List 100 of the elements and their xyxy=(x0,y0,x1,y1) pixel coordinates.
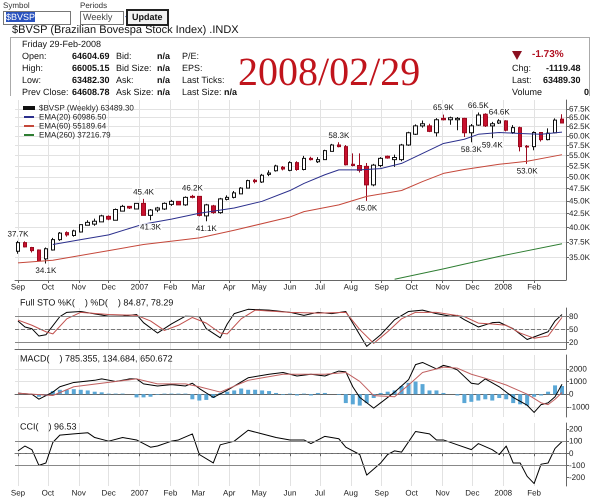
text: 64604.69 xyxy=(72,51,110,62)
y-tick-label: 50 xyxy=(569,325,578,334)
text: n/a xyxy=(157,87,170,98)
text: Last: xyxy=(512,75,532,86)
annotation: 34.1K xyxy=(35,266,58,276)
annotation: 37.7K xyxy=(8,229,30,238)
x-tick-label: Oct xyxy=(405,488,419,498)
text: Friday 29-Feb-2008 xyxy=(22,39,102,50)
text: Last Size: xyxy=(182,87,222,98)
x-tick-label: Feb xyxy=(527,282,542,292)
text: Weekly xyxy=(80,11,124,25)
y-tick-label: 100 xyxy=(569,436,583,446)
x-tick-label: Sep xyxy=(10,488,26,498)
text: Ask Size: xyxy=(116,87,154,98)
x-tick-label: Sep xyxy=(374,488,390,498)
chart-title: CCI( ) 96.53 xyxy=(20,422,77,432)
x-tick-label: Oct xyxy=(42,282,55,292)
x-tick-label: Sep xyxy=(10,282,26,292)
chart-title: Full STO %K( ) %D( ) 84.87, 78.29 xyxy=(20,298,174,308)
text: Low: xyxy=(22,75,42,86)
x-tick-label: Jun xyxy=(284,488,296,498)
y-tick-label: 37.5K xyxy=(569,238,591,247)
text: n/a xyxy=(157,51,170,62)
x-tick-label: Oct xyxy=(42,488,55,498)
legend-label: EMA(60) 55189.64 xyxy=(39,122,107,130)
annotation: 58.3K xyxy=(328,130,350,140)
x-tick-label: Feb xyxy=(164,282,178,292)
x-tick-label: Dec xyxy=(465,488,480,498)
text: n/a xyxy=(157,63,170,74)
text: P/E: xyxy=(182,51,200,62)
y-tick-label: 35.0K xyxy=(569,253,591,262)
x-tick-label: Dec xyxy=(102,282,116,292)
x-tick-label: Aug xyxy=(344,488,358,498)
text: Prev Close: xyxy=(22,87,69,98)
x-tick-label: Mar xyxy=(191,488,206,498)
annotation: 64.6K xyxy=(488,108,510,117)
y-tick-label: 60.0K xyxy=(569,131,591,140)
text: 2008/02/29 xyxy=(238,49,420,94)
text: Update xyxy=(132,12,163,22)
x-tick-label: 2007 xyxy=(130,488,149,498)
text: Periods xyxy=(80,0,108,11)
y-tick-label: 52.5K xyxy=(569,161,591,170)
annotation: 46.2K xyxy=(182,183,204,192)
legend-label: EMA(260) 37216.79 xyxy=(39,130,112,140)
annotation: 58.3K xyxy=(460,144,482,154)
x-tick-label: 2008 xyxy=(494,282,513,292)
legend-label: EMA(20) 60986.50 xyxy=(39,112,107,122)
y-tick-label: 62.5K xyxy=(569,122,591,132)
text: 63489.30 xyxy=(543,75,581,86)
text: Volume xyxy=(512,87,542,98)
text: -1119.48 xyxy=(546,63,581,74)
x-tick-label: Dec xyxy=(465,282,480,292)
y-tick-label: 55.0K xyxy=(569,150,591,160)
text: Chg: xyxy=(512,63,532,74)
y-tick-label: 200 xyxy=(569,424,583,434)
y-tick-label: 47.5K xyxy=(569,184,591,194)
y-tick-label: 2000 xyxy=(569,364,588,374)
annotation: 53.0K xyxy=(516,166,538,176)
x-tick-label: Nov xyxy=(435,282,450,292)
x-tick-label: Jul xyxy=(314,282,326,292)
annotation: 41.3K xyxy=(140,222,162,232)
x-tick-label: Feb xyxy=(527,488,542,498)
x-tick-label: Apr xyxy=(222,488,236,498)
y-tick-label: 0 xyxy=(569,448,574,458)
text: $BVSP xyxy=(6,12,36,22)
x-tick-label: Nov xyxy=(435,488,450,498)
y-tick-label: 67.5K xyxy=(569,104,591,114)
text: -1.73% xyxy=(532,49,564,60)
annotation: 45.4K xyxy=(133,187,155,196)
x-tick-label: Apr xyxy=(222,282,236,292)
x-tick-label: May xyxy=(252,488,267,498)
x-tick-label: 2007 xyxy=(130,282,149,292)
chart-title: $BVSP (Brazilian Bovespa Stock Index) .INDX xyxy=(12,24,239,36)
x-tick-label: Feb xyxy=(164,488,178,498)
y-tick-label: 80 xyxy=(569,312,578,322)
chart-title: MACD( ) 785.355, 134.684, 650.672 xyxy=(20,354,173,364)
text: Symbol xyxy=(3,0,30,11)
y-tick-label: -1000 xyxy=(569,402,590,412)
x-tick-label: May xyxy=(252,282,267,292)
text: 63482.30 xyxy=(72,75,110,86)
y-tick-label: 1000 xyxy=(569,377,588,386)
text: Last Ticks: xyxy=(182,75,225,86)
y-tick-label: 65.0K xyxy=(569,113,591,122)
y-tick-label: -200 xyxy=(569,473,586,482)
text: n/a xyxy=(157,75,170,86)
x-tick-label: Nov xyxy=(72,488,86,498)
annotation: 45.0K xyxy=(356,203,378,212)
text: 66005.15 xyxy=(72,63,110,74)
x-tick-label: Sep xyxy=(374,282,390,292)
x-tick-label: Jul xyxy=(314,488,326,498)
x-tick-label: Oct xyxy=(405,282,419,292)
text: Open: xyxy=(22,51,47,62)
annotation: 59.4K xyxy=(482,140,504,150)
y-tick-label: 45.0K xyxy=(569,196,591,206)
text: n/a xyxy=(224,87,238,98)
text: 64608.78 xyxy=(72,87,110,98)
x-tick-label: Dec xyxy=(102,488,116,498)
y-tick-label: 0 xyxy=(569,390,574,399)
x-tick-label: Jun xyxy=(284,282,296,292)
annotation: 65.9K xyxy=(432,103,455,112)
